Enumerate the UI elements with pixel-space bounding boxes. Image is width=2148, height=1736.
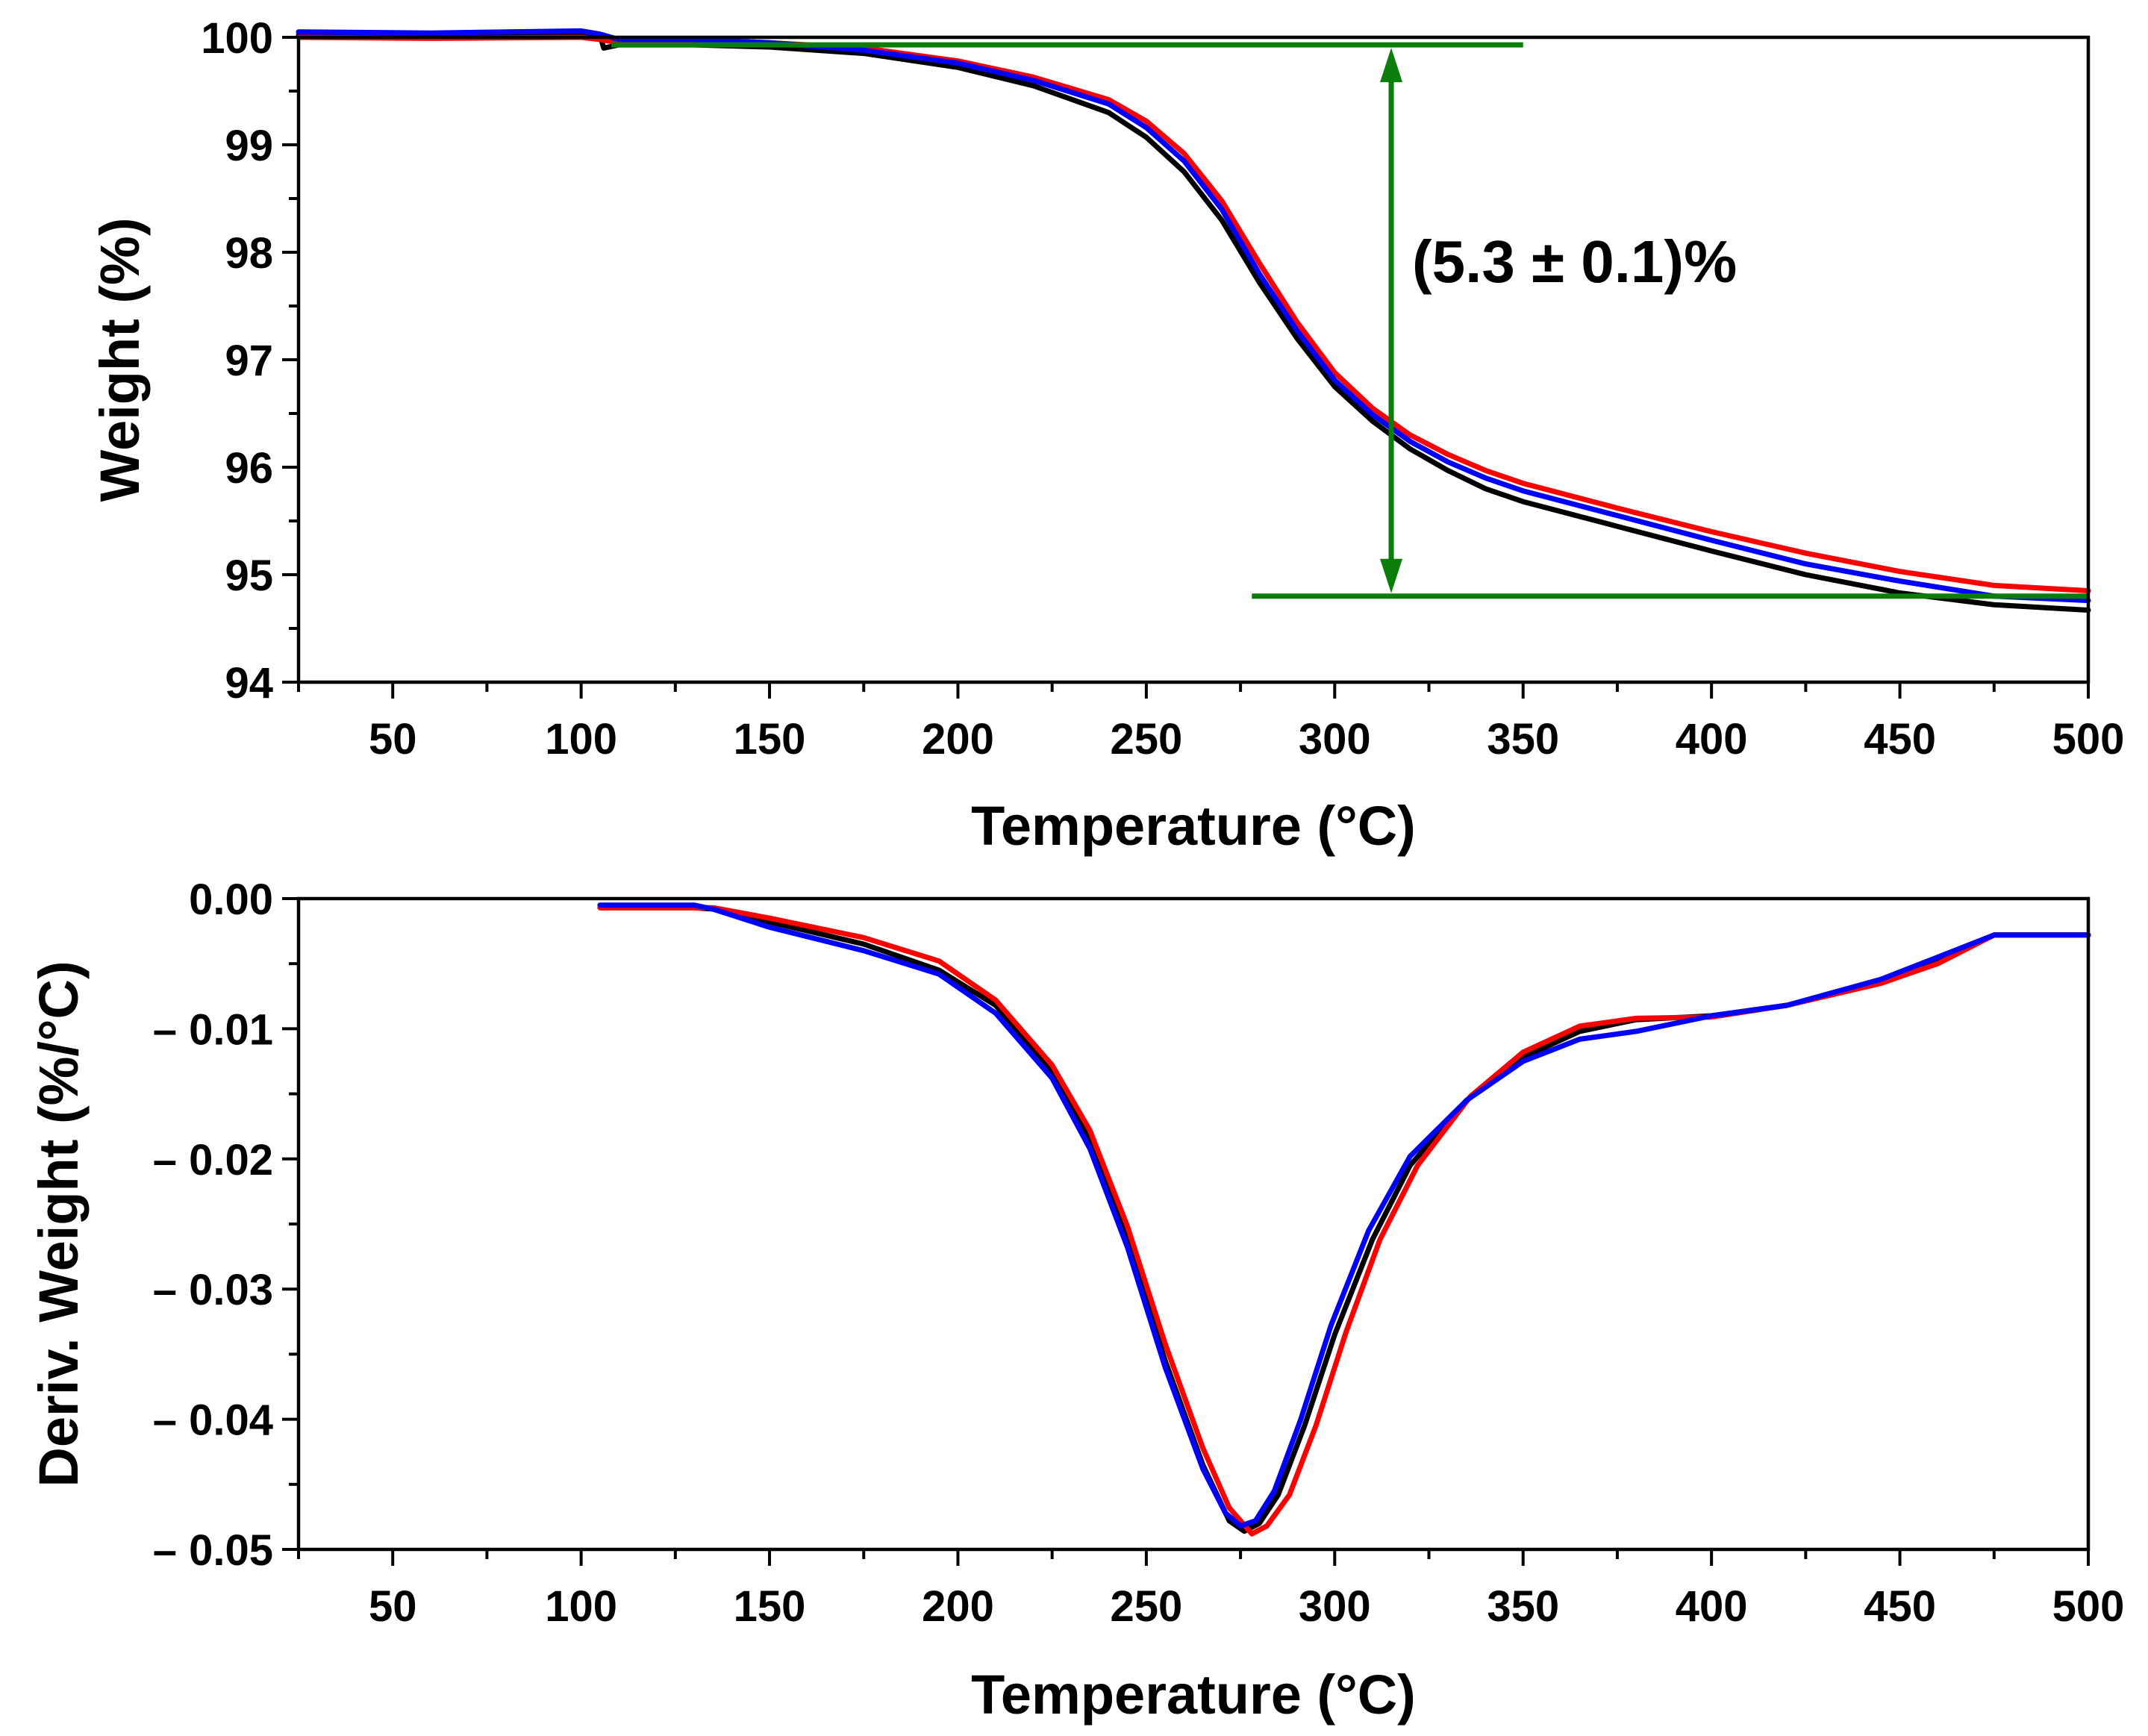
derivative-y-tick-label: – 0.04: [153, 1396, 273, 1445]
derivative-series-sample-red: [597, 905, 2091, 1537]
weight-y-tick-label: 99: [225, 122, 273, 170]
derivative-series-group: [597, 902, 2091, 1537]
weight-series-group: [296, 28, 2091, 613]
weight-y-tick-label: 95: [225, 552, 273, 600]
weight-y-tick-label: 97: [225, 337, 273, 385]
derivative-y-tick-label: – 0.03: [153, 1266, 273, 1314]
weight-x-axis-title: Temperature (°C): [971, 795, 1416, 857]
weight-plot-frame: [296, 35, 2091, 684]
weight-x-tick-label: 250: [1111, 715, 1183, 764]
derivative-y-tick-label: – 0.05: [153, 1526, 273, 1575]
weight-y-tick-label: 96: [225, 444, 273, 493]
annotation-arrow-head-up: [1380, 48, 1403, 83]
weight-x-tick-label: 200: [922, 715, 994, 764]
derivative-x-tick-label: 50: [369, 1582, 417, 1631]
weight-x-tick-label: 300: [1299, 715, 1371, 764]
weight-series-sample-black: [296, 31, 2091, 613]
weight-x-tick-label: 150: [734, 715, 806, 764]
weight-y-tick-label: 100: [201, 14, 273, 63]
weight-y-axis-title: Weight (%): [89, 218, 151, 502]
derivative-x-tick-label: 100: [545, 1582, 617, 1631]
derivative-x-tick-label: 450: [1864, 1582, 1936, 1631]
derivative-panel: 50 100 150 200 250 300 350 400 450 500 0.00 – 0.01…: [28, 875, 2124, 1726]
derivative-y-tick-label: – 0.01: [153, 1005, 273, 1054]
derivative-x-tick-label: 500: [2052, 1582, 2125, 1631]
annotation-arrow-head-down: [1380, 558, 1403, 593]
derivative-x-tick-label: 150: [734, 1582, 806, 1631]
derivative-x-axis-title: Temperature (°C): [971, 1664, 1416, 1726]
weight-series-sample-blue: [296, 28, 2091, 604]
derivative-x-tick-label: 350: [1487, 1582, 1559, 1631]
weight-y-ticks: 94 95 96 97 98 99 100: [201, 14, 299, 708]
weight-x-tick-label: 350: [1487, 715, 1559, 764]
weight-loss-annotation: (5.3 ± 0.1)%: [611, 42, 2088, 599]
derivative-y-axis-title: Deriv. Weight (%/°C): [28, 961, 90, 1487]
derivative-y-tick-label: 0.00: [189, 875, 273, 924]
derivative-series-sample-blue: [597, 902, 2091, 1529]
derivative-x-tick-label: 250: [1111, 1582, 1183, 1631]
weight-x-tick-label: 500: [2052, 715, 2125, 764]
weight-y-tick-label: 94: [225, 659, 273, 708]
derivative-x-tick-label: 200: [922, 1582, 994, 1631]
weight-x-tick-label: 450: [1864, 715, 1936, 764]
derivative-x-tick-label: 300: [1299, 1582, 1371, 1631]
derivative-series-sample-black: [597, 905, 2091, 1534]
weight-x-tick-label: 100: [545, 715, 617, 764]
weight-y-tick-label: 98: [225, 229, 273, 278]
weight-panel: (5.3 ± 0.1)% 50 100 150 200 250 300 350 400 450 5…: [89, 14, 2124, 857]
derivative-x-ticks: 50 100 150 200 250 300 350 400 450 500: [297, 1549, 2125, 1631]
weight-x-ticks: 50 100 150 200 250 300 350 400 450 500: [297, 682, 2125, 764]
derivative-y-tick-label: – 0.02: [153, 1136, 273, 1184]
weight-series-sample-red: [296, 34, 2091, 594]
derivative-x-tick-label: 400: [1676, 1582, 1748, 1631]
derivative-y-ticks: 0.00 – 0.01 – 0.02 – 0.03 – 0.04 – 0.05: [153, 875, 299, 1575]
weight-x-tick-label: 50: [369, 715, 417, 764]
weight-loss-label: (5.3 ± 0.1)%: [1412, 228, 1737, 295]
weight-x-tick-label: 400: [1676, 715, 1748, 764]
